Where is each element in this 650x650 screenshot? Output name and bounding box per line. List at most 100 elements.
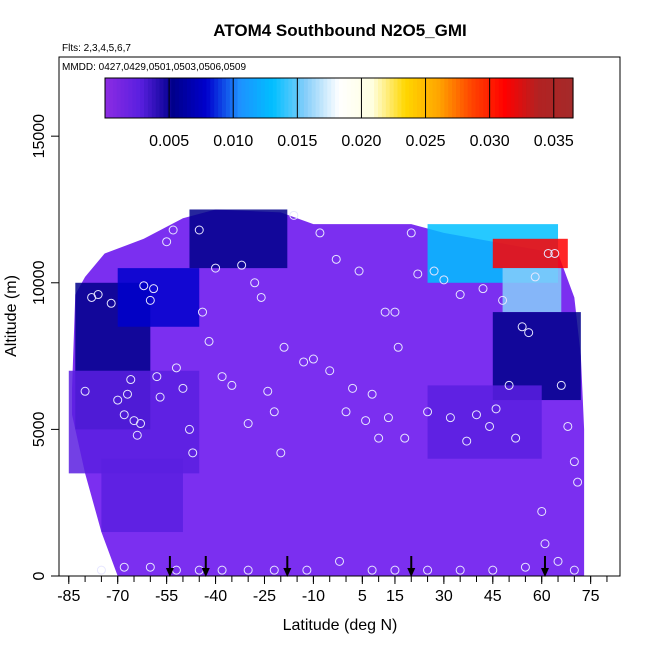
observation-point — [237, 260, 247, 270]
chart-title: ATOM4 Southbound N2O5_GMI — [213, 21, 466, 40]
colorbar-segment — [241, 78, 246, 118]
colorbar-segment — [175, 78, 180, 118]
observation-point — [530, 272, 540, 282]
colorbar-segment — [307, 78, 313, 118]
colorbar-segment — [381, 78, 387, 118]
field-region-4 — [101, 458, 183, 533]
arrow-head — [201, 568, 210, 577]
colorbar-segment — [233, 78, 239, 118]
field-envelope — [72, 209, 585, 576]
observation-point — [243, 419, 253, 429]
x-tick-label: -70 — [106, 588, 129, 605]
observation-point — [152, 372, 162, 382]
observation-point — [348, 383, 358, 393]
observation-point — [204, 336, 214, 346]
flight-arrow — [540, 556, 549, 577]
observation-point — [498, 295, 508, 305]
flights-subtitle: Flts: 2,3,4,5,6,7 — [62, 43, 131, 54]
observation-point — [325, 366, 335, 376]
observation-point — [217, 565, 227, 575]
colorbar-segment — [514, 78, 519, 118]
observation-point — [445, 413, 455, 423]
colorbar-segment — [300, 78, 305, 118]
observation-point — [400, 433, 410, 443]
colorbar-segment — [229, 78, 235, 118]
colorbar-segment — [186, 78, 192, 118]
observation-point — [276, 448, 286, 458]
colorbar-segment — [155, 78, 161, 118]
observation-point — [289, 210, 299, 220]
observation-point — [406, 228, 416, 238]
colorbar-segment — [397, 78, 402, 118]
colorbar-segment — [303, 78, 309, 118]
observation-point — [553, 556, 563, 566]
colorbar-segment — [553, 78, 558, 118]
colorbar-segment — [475, 78, 480, 118]
observation-point — [504, 380, 514, 390]
colorbar-tick-label: 0.020 — [341, 133, 381, 150]
colorbar-segment — [506, 78, 512, 118]
colorbar-segment — [557, 78, 562, 118]
y-axis-label: Altitude (m) — [3, 275, 20, 357]
observation-point — [162, 237, 172, 247]
colorbar-segment — [358, 78, 363, 118]
colorbar-segment — [366, 78, 371, 118]
observation-point — [517, 322, 527, 332]
colorbar-segment — [237, 78, 243, 118]
colorbar-segment — [428, 78, 434, 118]
observation-point — [540, 539, 550, 549]
observation-point — [80, 386, 90, 396]
observation-point — [217, 372, 227, 382]
colorbar-segment — [222, 78, 227, 118]
observation-point — [488, 565, 498, 575]
observation-point — [122, 389, 132, 399]
colorbar-segment — [530, 78, 535, 118]
observation-point — [331, 254, 341, 264]
observation-point — [573, 477, 583, 487]
observation-point — [423, 407, 433, 417]
observation-point — [243, 565, 253, 575]
y-tick-label: 5000 — [31, 411, 48, 447]
observation-point — [93, 290, 103, 300]
colorbar-segment — [167, 78, 172, 118]
observation-point — [413, 269, 423, 279]
x-tick-label: -10 — [302, 588, 325, 605]
colorbar-segment — [409, 78, 414, 118]
observation-point — [569, 565, 579, 575]
observation-point — [194, 225, 204, 235]
x-tick-label: -40 — [204, 588, 227, 605]
observation-point — [149, 284, 159, 294]
observation-point — [136, 419, 146, 429]
observation-point — [126, 375, 136, 385]
colorbar-segment — [319, 78, 324, 118]
colorbar-segment — [526, 78, 531, 118]
observation-point — [520, 562, 530, 572]
observation-point — [106, 298, 116, 308]
observation-point — [113, 395, 123, 405]
colorbar-segment — [339, 78, 344, 118]
colorbar-tick-label: 0.025 — [406, 133, 446, 150]
plot-frame — [58, 56, 621, 577]
colorbar-segment — [537, 78, 543, 118]
colorbar-segment — [253, 78, 258, 118]
colorbar-segment — [374, 78, 379, 118]
observation-point — [145, 562, 155, 572]
colorbar-segment — [128, 78, 133, 118]
colorbar-segment — [456, 78, 461, 118]
observation-point — [302, 565, 312, 575]
colorbar-segment — [510, 78, 516, 118]
colorbar-segment — [498, 78, 504, 118]
observation-point — [188, 448, 198, 458]
heatmap-field — [68, 209, 585, 576]
colorbar-segment — [413, 78, 418, 118]
colorbar-segment — [362, 78, 367, 118]
colorbar-segment — [350, 78, 356, 118]
arrow-head — [165, 568, 174, 577]
colorbar-segment — [124, 78, 129, 118]
observation-point — [439, 275, 449, 285]
colorbar-segment — [467, 78, 473, 118]
colorbar-segment — [420, 78, 426, 118]
observation-point — [139, 281, 149, 291]
dates-subtitle: MMDD: 0427,0429,0501,0503,0506,0509 — [62, 62, 246, 73]
colorbar-segment — [108, 78, 114, 118]
